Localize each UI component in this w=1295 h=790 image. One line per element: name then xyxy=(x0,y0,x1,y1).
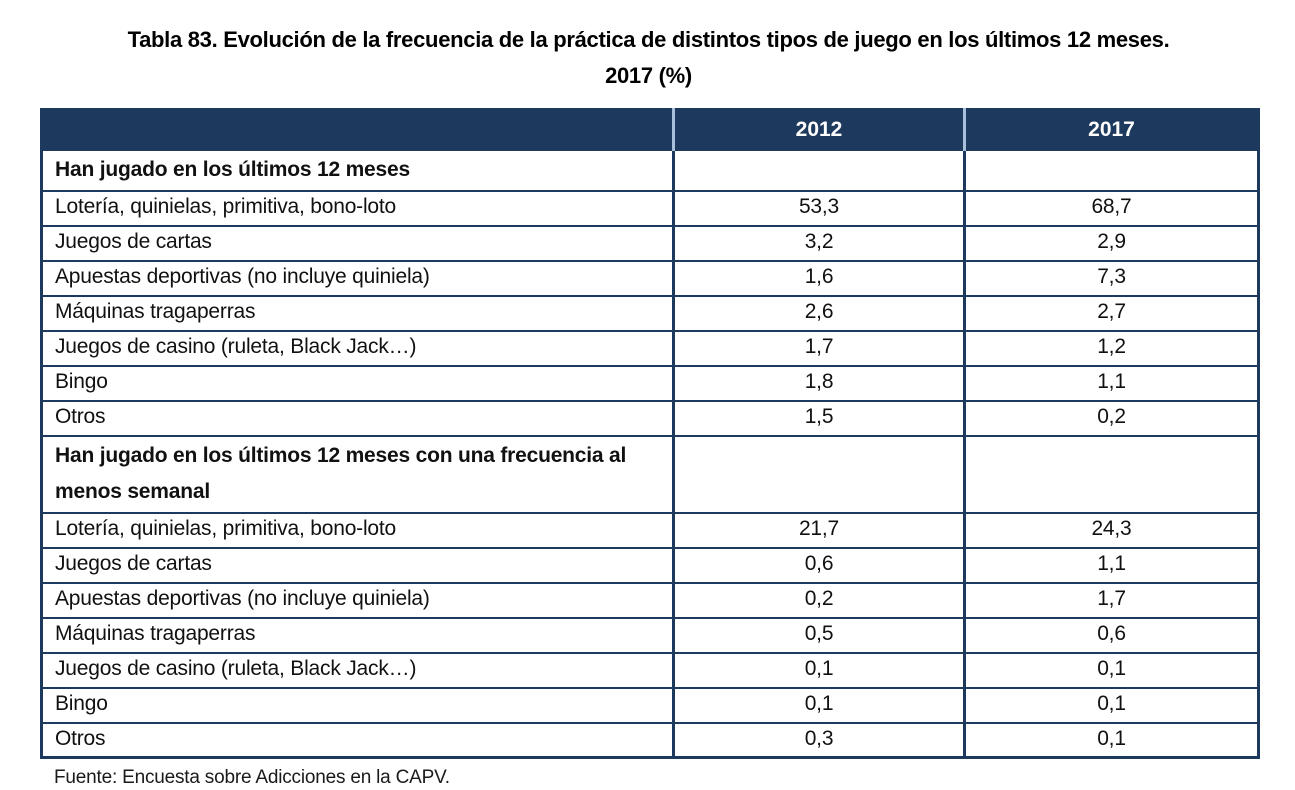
row-label: Apuestas deportivas (no incluye quiniela… xyxy=(41,581,674,619)
row-value-2017: 1,1 xyxy=(963,364,1259,402)
table-row: Máquinas tragaperras 2,6 2,7 xyxy=(41,294,1259,332)
section-header-label: Han jugado en los últimos 12 meses con u… xyxy=(41,434,674,514)
row-value-2012: 1,7 xyxy=(672,329,965,367)
table-row: Bingo 1,8 1,1 xyxy=(41,364,1259,402)
row-value-2012: 0,3 xyxy=(672,721,965,759)
section-header-row: Han jugado en los últimos 12 meses xyxy=(41,148,1259,192)
row-value-2012: 0,5 xyxy=(672,616,965,654)
row-value-2012: 1,6 xyxy=(672,259,965,297)
row-label: Otros xyxy=(41,721,674,759)
section-empty-cell-2012 xyxy=(672,434,965,514)
table-row: Juegos de casino (ruleta, Black Jack…) 0… xyxy=(41,651,1259,689)
row-value-2017: 2,7 xyxy=(963,294,1259,332)
table-row: Máquinas tragaperras 0,5 0,6 xyxy=(41,616,1259,654)
table-row: Juegos de casino (ruleta, Black Jack…) 1… xyxy=(41,329,1259,367)
row-value-2017: 0,6 xyxy=(963,616,1259,654)
row-label: Juegos de casino (ruleta, Black Jack…) xyxy=(41,651,674,689)
row-label: Juegos de casino (ruleta, Black Jack…) xyxy=(41,329,674,367)
table-row: Otros 0,3 0,1 xyxy=(41,721,1259,759)
row-value-2017: 24,3 xyxy=(963,511,1259,549)
table-row: Lotería, quinielas, primitiva, bono-loto… xyxy=(41,511,1259,549)
table-row: Bingo 0,1 0,1 xyxy=(41,686,1259,724)
row-value-2017: 68,7 xyxy=(963,189,1259,227)
table-row: Juegos de cartas 3,2 2,9 xyxy=(41,224,1259,262)
section-empty-cell-2017 xyxy=(963,148,1259,192)
table-row: Lotería, quinielas, primitiva, bono-loto… xyxy=(41,189,1259,227)
table-header-row: 2012 2017 xyxy=(41,109,1259,151)
row-label: Juegos de cartas xyxy=(41,546,674,584)
row-label: Bingo xyxy=(41,686,674,724)
section-header-row: Han jugado en los últimos 12 meses con u… xyxy=(41,434,1259,514)
table-body: Han jugado en los últimos 12 meses Loter… xyxy=(41,148,1259,759)
row-value-2012: 1,5 xyxy=(672,399,965,437)
header-cell-2017: 2017 xyxy=(963,109,1259,151)
row-value-2012: 1,8 xyxy=(672,364,965,402)
row-value-2012: 21,7 xyxy=(672,511,965,549)
section-empty-cell-2012 xyxy=(672,148,965,192)
table-title: Tabla 83. Evolución de la frecuencia de … xyxy=(40,22,1257,94)
header-cell-empty xyxy=(41,109,674,151)
row-label: Lotería, quinielas, primitiva, bono-loto xyxy=(41,511,674,549)
section-empty-cell-2017 xyxy=(963,434,1259,514)
table-title-line1: Tabla 83. Evolución de la frecuencia de … xyxy=(127,27,1170,52)
table-row: Apuestas deportivas (no incluye quiniela… xyxy=(41,259,1259,297)
row-label: Máquinas tragaperras xyxy=(41,616,674,654)
header-cell-2012: 2012 xyxy=(672,109,965,151)
row-value-2017: 1,2 xyxy=(963,329,1259,367)
row-value-2017: 1,1 xyxy=(963,546,1259,584)
table-row: Otros 1,5 0,2 xyxy=(41,399,1259,437)
row-value-2017: 0,1 xyxy=(963,686,1259,724)
row-label: Juegos de cartas xyxy=(41,224,674,262)
row-value-2012: 0,6 xyxy=(672,546,965,584)
row-value-2017: 1,7 xyxy=(963,581,1259,619)
row-value-2017: 0,2 xyxy=(963,399,1259,437)
row-label: Bingo xyxy=(41,364,674,402)
row-label: Apuestas deportivas (no incluye quiniela… xyxy=(41,259,674,297)
table-title-line2: 2017 (%) xyxy=(605,63,692,88)
row-value-2017: 7,3 xyxy=(963,259,1259,297)
row-label: Otros xyxy=(41,399,674,437)
row-value-2012: 2,6 xyxy=(672,294,965,332)
row-value-2012: 53,3 xyxy=(672,189,965,227)
row-value-2017: 2,9 xyxy=(963,224,1259,262)
source-note: Fuente: Encuesta sobre Adicciones en la … xyxy=(54,767,450,788)
row-value-2012: 0,1 xyxy=(672,651,965,689)
row-value-2012: 3,2 xyxy=(672,224,965,262)
table-row: Apuestas deportivas (no incluye quiniela… xyxy=(41,581,1259,619)
row-value-2012: 0,2 xyxy=(672,581,965,619)
row-value-2017: 0,1 xyxy=(963,721,1259,759)
row-label: Lotería, quinielas, primitiva, bono-loto xyxy=(41,189,674,227)
section-header-label: Han jugado en los últimos 12 meses xyxy=(41,148,674,192)
row-value-2017: 0,1 xyxy=(963,651,1259,689)
gambling-frequency-table: 2012 2017 Han jugado en los últimos 12 m… xyxy=(40,108,1260,759)
table-row: Juegos de cartas 0,6 1,1 xyxy=(41,546,1259,584)
row-label: Máquinas tragaperras xyxy=(41,294,674,332)
row-value-2012: 0,1 xyxy=(672,686,965,724)
